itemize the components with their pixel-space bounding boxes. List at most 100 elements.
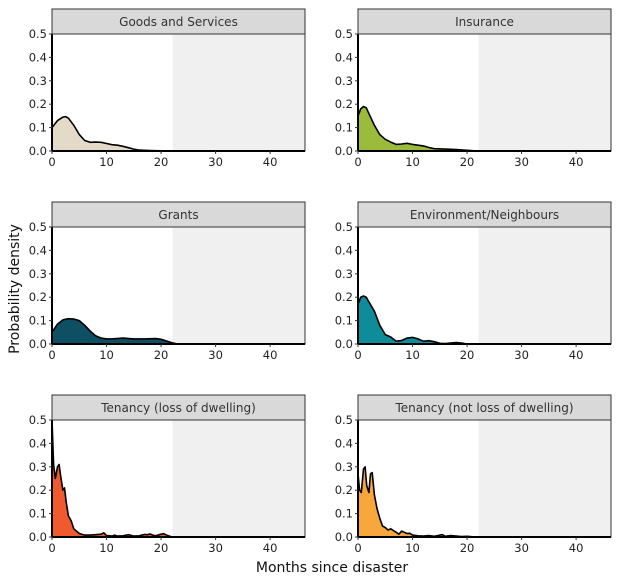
shaded-region <box>172 420 305 537</box>
y-tick-label: 0.4 <box>335 50 353 64</box>
y-tick-label: 0.4 <box>29 436 47 450</box>
x-tick-label: 0 <box>48 541 55 555</box>
x-tick-label: 0 <box>48 155 55 169</box>
x-tick-label: 0 <box>354 348 361 362</box>
facet-title: Tenancy (loss of dwelling) <box>100 401 256 415</box>
y-tick-label: 0.3 <box>29 460 47 474</box>
facet-panel: Grants 0.0 0.1 0.2 0.3 0.4 0.5 0 10 20 30 40 <box>29 201 306 362</box>
shaded-region <box>478 227 611 344</box>
y-tick-label: 0.0 <box>335 530 353 544</box>
facet-strip <box>51 8 306 35</box>
facet-strip <box>357 201 612 228</box>
facet-title: Grants <box>158 208 198 222</box>
x-tick-label: 10 <box>405 155 420 169</box>
y-tick-label: 0.5 <box>29 413 47 427</box>
y-tick-label: 0.1 <box>335 121 353 135</box>
x-tick-label: 0 <box>354 541 361 555</box>
density-line <box>51 419 305 538</box>
x-tick-label: 20 <box>154 348 169 362</box>
x-tick-label: 0 <box>48 348 55 362</box>
density-area <box>358 106 478 151</box>
x-tick-label: 10 <box>405 348 420 362</box>
facet-strip <box>357 8 612 35</box>
facet-strip <box>357 394 612 421</box>
y-tick-label: 0.3 <box>29 74 47 88</box>
y-tick-label: 0.0 <box>29 144 47 158</box>
y-tick-label: 0.4 <box>29 243 47 257</box>
facet-title: Insurance <box>455 15 514 29</box>
y-tick-label: 0.1 <box>335 507 353 521</box>
x-tick-label: 30 <box>514 348 529 362</box>
x-tick-label: 20 <box>460 541 475 555</box>
shaded-region <box>478 420 611 537</box>
density-area <box>358 466 478 537</box>
x-tick-label: 10 <box>405 541 420 555</box>
x-tick-label: 10 <box>99 541 114 555</box>
x-tick-label: 40 <box>263 541 278 555</box>
x-tick-label: 10 <box>99 155 114 169</box>
y-tick-label: 0.1 <box>29 121 47 135</box>
y-tick-label: 0.3 <box>29 267 47 281</box>
y-tick-label: 0.2 <box>29 290 47 304</box>
y-tick-label: 0.1 <box>335 314 353 328</box>
y-tick-label: 0.2 <box>29 97 47 111</box>
x-tick-label: 0 <box>354 155 361 169</box>
facet-title: Environment/Neighbours <box>410 208 559 222</box>
y-axis-title: Probability density <box>7 224 23 354</box>
y-tick-label: 0.3 <box>335 74 353 88</box>
y-tick-label: 0.5 <box>335 220 353 234</box>
y-tick-label: 0.3 <box>335 267 353 281</box>
y-tick-label: 0.0 <box>335 337 353 351</box>
y-tick-label: 0.2 <box>29 483 47 497</box>
y-tick-label: 0.1 <box>29 314 47 328</box>
x-tick-label: 40 <box>263 155 278 169</box>
density-line <box>357 105 611 152</box>
facet-panel: Tenancy (loss of dwelling) 0.0 0.1 0.2 0.3 0.… <box>29 394 306 555</box>
facet-panel: Insurance 0.0 0.1 0.2 0.3 0.4 0.5 0 10 20 30 40 <box>335 8 612 169</box>
x-tick-label: 30 <box>208 155 223 169</box>
x-tick-label: 20 <box>154 155 169 169</box>
facet-panel: Environment/Neighbours 0.0 0.1 0.2 0.3 0.4 0.5… <box>335 201 612 362</box>
facet-title: Tenancy (not loss of dwelling) <box>395 401 574 415</box>
shaded-region <box>478 34 611 151</box>
x-tick-label: 30 <box>208 541 223 555</box>
y-tick-label: 0.2 <box>335 483 353 497</box>
x-tick-label: 30 <box>514 155 529 169</box>
density-area <box>52 420 172 537</box>
y-tick-label: 0.5 <box>29 27 47 41</box>
y-tick-label: 0.0 <box>335 144 353 158</box>
facet-strip <box>51 201 306 228</box>
facet-panel: Goods and Services 0.0 0.1 0.2 0.3 0.4 0.5 0 10 2… <box>29 8 306 169</box>
y-tick-label: 0.5 <box>335 27 353 41</box>
y-tick-label: 0.3 <box>335 460 353 474</box>
x-axis-title: Months since disaster <box>256 560 408 576</box>
y-tick-label: 0.5 <box>335 413 353 427</box>
x-tick-label: 20 <box>460 155 475 169</box>
y-tick-label: 0.0 <box>29 337 47 351</box>
x-tick-label: 30 <box>208 348 223 362</box>
y-tick-label: 0.4 <box>335 243 353 257</box>
y-tick-label: 0.4 <box>335 436 353 450</box>
x-tick-label: 40 <box>569 348 584 362</box>
y-tick-label: 0.0 <box>29 530 47 544</box>
shaded-region <box>172 34 305 151</box>
panels-group: Goods and Services 0.0 0.1 0.2 0.3 0.4 0.5 0 10 2… <box>29 8 612 555</box>
y-tick-label: 0.1 <box>29 507 47 521</box>
shaded-region <box>172 227 305 344</box>
density-line <box>51 317 305 345</box>
x-tick-label: 30 <box>514 541 529 555</box>
density-area <box>52 116 172 151</box>
x-tick-label: 40 <box>569 541 584 555</box>
y-tick-label: 0.2 <box>335 97 353 111</box>
y-tick-label: 0.2 <box>335 290 353 304</box>
x-tick-label: 40 <box>263 348 278 362</box>
x-tick-label: 40 <box>569 155 584 169</box>
x-tick-label: 20 <box>460 348 475 362</box>
facet-panel: Tenancy (not loss of dwelling) 0.0 0.1 0.2 0… <box>335 394 612 555</box>
facet-title: Goods and Services <box>119 15 238 29</box>
y-tick-label: 0.4 <box>29 50 47 64</box>
density-area <box>358 296 468 344</box>
y-tick-label: 0.5 <box>29 220 47 234</box>
x-tick-label: 20 <box>154 541 169 555</box>
